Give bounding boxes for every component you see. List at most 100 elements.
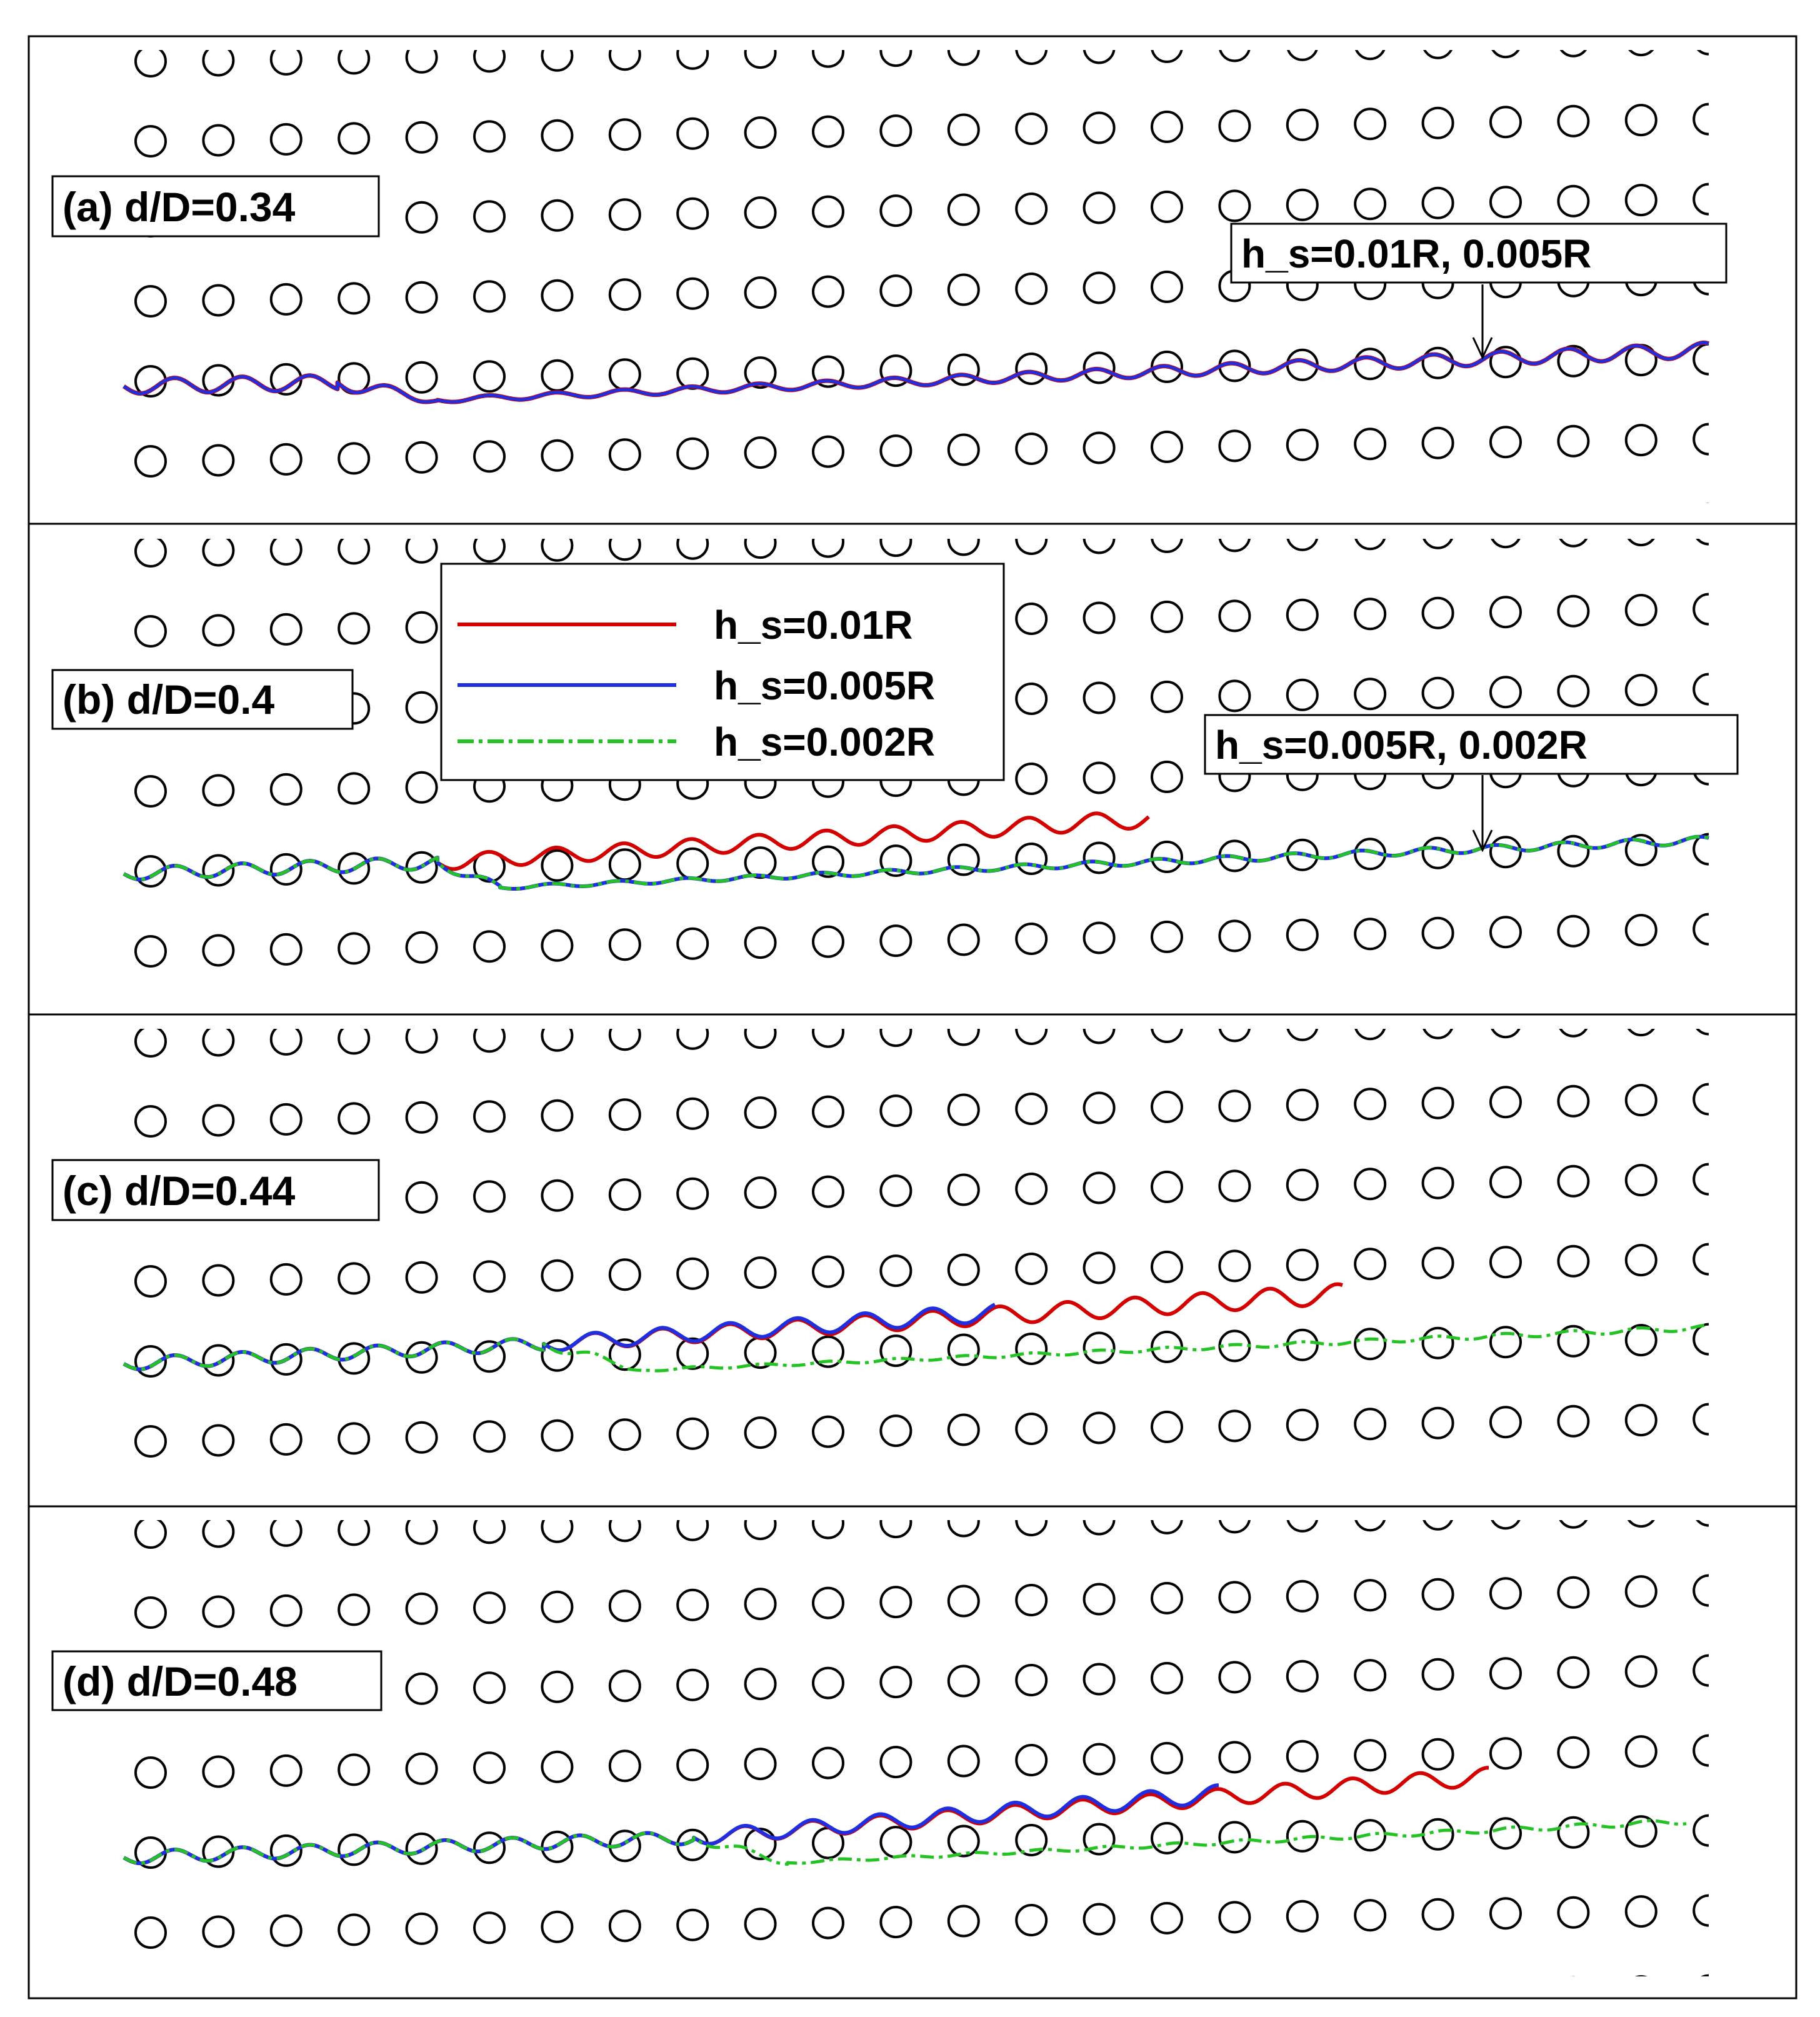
cylinder	[202, 1915, 235, 1948]
cylinder	[1151, 1581, 1183, 1614]
cylinder	[1218, 679, 1251, 713]
cylinder	[1491, 1029, 1521, 1039]
cylinder	[269, 853, 302, 886]
cylinder	[744, 1908, 777, 1941]
cylinder	[1218, 1661, 1251, 1694]
cylinder	[1421, 916, 1454, 949]
cylinder	[338, 1833, 371, 1866]
cylinder	[1421, 1326, 1454, 1359]
cylinder	[1354, 539, 1386, 551]
cylinder	[1692, 1083, 1709, 1116]
cylinder	[405, 1912, 438, 1945]
cylinder	[676, 1029, 709, 1050]
cylinder	[1082, 50, 1116, 64]
cylinder	[1692, 1163, 1709, 1196]
cylinder	[338, 1262, 371, 1295]
cylinder	[269, 933, 302, 966]
cylinder	[879, 194, 912, 228]
cylinder	[879, 924, 912, 958]
cylinder	[1692, 1814, 1709, 1847]
cylinder	[338, 612, 371, 645]
cylinder	[947, 1029, 980, 1046]
cylinder	[1082, 1029, 1116, 1044]
cylinder	[1286, 1029, 1319, 1041]
cylinder	[1355, 50, 1386, 61]
cylinder	[879, 274, 912, 308]
panel-label-box: (d) d/D=0.48	[51, 1650, 382, 1711]
cylinder	[1557, 1164, 1590, 1198]
cylinder	[812, 1520, 844, 1539]
cylinder	[1692, 1574, 1709, 1607]
cylinder	[1692, 673, 1709, 706]
panel-label: (b) d/D=0.4	[62, 676, 275, 723]
cylinder	[744, 1520, 777, 1541]
cylinder	[1082, 111, 1116, 144]
cylinder	[134, 935, 167, 968]
cylinder	[744, 356, 777, 389]
cylinder	[676, 437, 709, 470]
cylinder	[1354, 1248, 1387, 1281]
cylinder	[541, 1830, 574, 1863]
cylinder	[676, 1097, 709, 1130]
cylinder	[473, 1420, 506, 1453]
cylinder	[405, 1832, 438, 1865]
cylinder	[134, 1756, 167, 1789]
cylinder	[338, 852, 371, 885]
cylinder	[405, 851, 438, 884]
legend-box	[440, 563, 1005, 781]
panel-b: (b) d/D=0.4 h_s=0.005R, 0.002R h_s=0.01R…	[28, 523, 1798, 1016]
cylinder	[405, 441, 438, 474]
cylinder	[405, 931, 438, 964]
cylinder	[1354, 1029, 1386, 1041]
cylinder	[1151, 1821, 1183, 1854]
cylinder	[405, 1672, 438, 1705]
cylinder	[812, 1666, 844, 1699]
cylinder	[1218, 189, 1251, 223]
cylinder	[1354, 1408, 1387, 1441]
cylinder	[1218, 1741, 1251, 1774]
cylinder	[405, 1592, 438, 1625]
cylinder	[338, 1520, 371, 1546]
cylinder	[947, 273, 980, 306]
cylinder	[1422, 1520, 1453, 1531]
cylinder	[608, 278, 641, 311]
cylinder	[202, 934, 235, 967]
cylinder	[541, 50, 574, 72]
cylinder	[1218, 1821, 1251, 1854]
cylinder	[608, 198, 641, 231]
cylinder	[269, 1423, 302, 1456]
cylinder	[202, 1755, 235, 1788]
cylinder	[676, 1520, 709, 1541]
cylinder	[473, 360, 506, 393]
cylinder	[1015, 1824, 1048, 1856]
cylinder	[1082, 539, 1116, 554]
cylinder	[1627, 1029, 1655, 1037]
cylinder	[1557, 1896, 1590, 1929]
cylinder	[947, 1413, 980, 1446]
cylinder	[947, 1904, 980, 1938]
cylinder	[812, 195, 844, 228]
cylinder	[1082, 1743, 1116, 1776]
cylinder	[338, 1029, 371, 1055]
cylinder	[1624, 1735, 1658, 1768]
legend: h_s=0.01R h_s=0.005R h_s=0.002R	[440, 563, 1005, 781]
cylinder	[1624, 184, 1658, 217]
cylinder	[338, 1753, 371, 1786]
cylinder	[1151, 1520, 1183, 1534]
cylinder	[947, 433, 980, 466]
panel-label: (c) d/D=0.44	[62, 1168, 296, 1214]
legend-label: h_s=0.005R	[714, 663, 935, 708]
cylinder	[676, 539, 709, 560]
cylinder	[1559, 539, 1588, 548]
cylinder	[134, 445, 167, 478]
cylinder	[1489, 916, 1522, 949]
cylinder	[1015, 273, 1048, 305]
cylinder	[1489, 1086, 1522, 1119]
cylinder	[1354, 1088, 1387, 1121]
cylinder	[1557, 424, 1590, 458]
cylinder	[1489, 1246, 1522, 1279]
cylinder	[134, 1916, 167, 1949]
cylinder	[744, 1096, 777, 1129]
cylinder	[202, 444, 235, 477]
cylinder	[1624, 424, 1658, 457]
